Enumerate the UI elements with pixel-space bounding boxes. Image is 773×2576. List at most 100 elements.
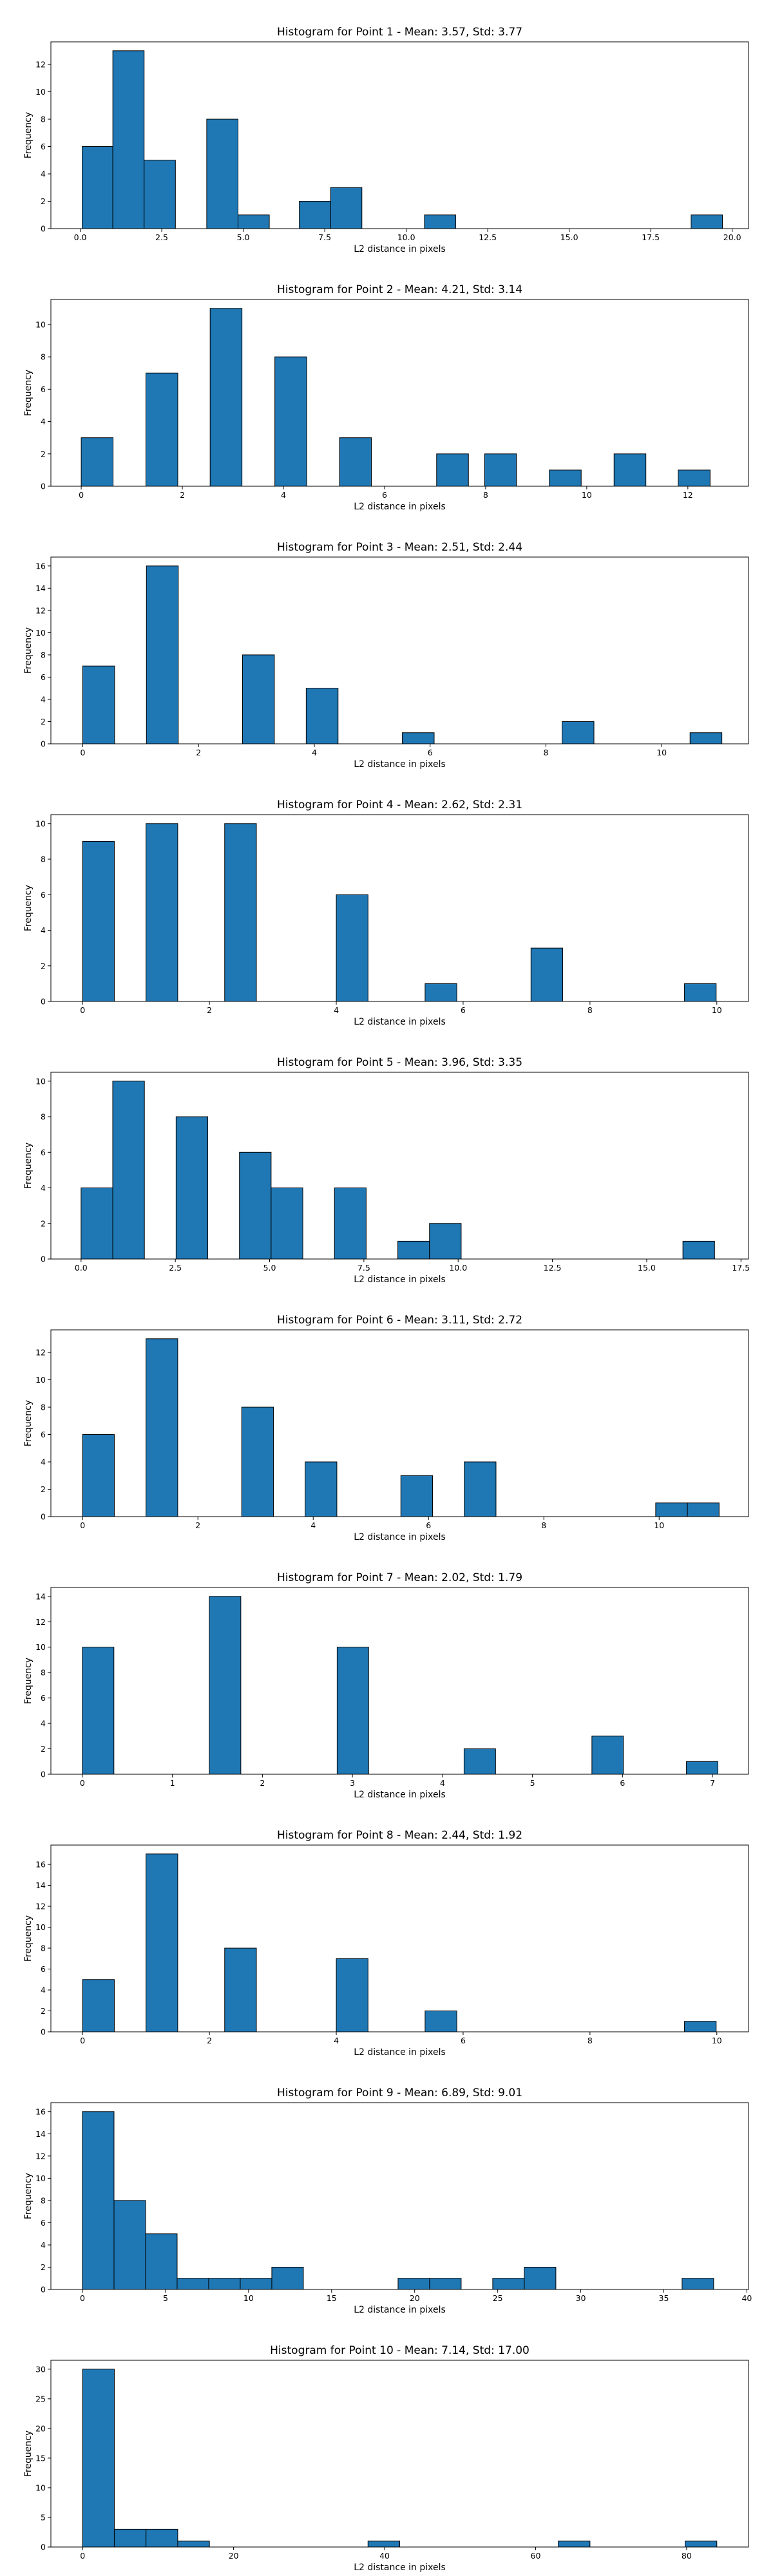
y-axis-label: Frequency — [23, 1658, 33, 1704]
y-tick-label: 12 — [35, 1348, 46, 1358]
y-tick-label: 0 — [41, 1770, 46, 1779]
histogram-bar — [530, 947, 564, 1002]
x-tick-label: 8 — [483, 490, 488, 500]
histogram-bar — [686, 1761, 718, 1775]
x-tick-label: 15 — [327, 2293, 337, 2303]
y-tick-label: 4 — [41, 2240, 46, 2249]
y-tick-label: 14 — [35, 583, 46, 593]
histogram-bar — [305, 1461, 338, 1517]
x-tick-label: 7 — [710, 1778, 715, 1788]
histogram-bar — [367, 2541, 400, 2548]
x-tick-label: 0 — [80, 748, 85, 757]
y-tick-label: 8 — [41, 1403, 46, 1412]
x-tick-label: 40 — [741, 2293, 752, 2303]
x-tick-label: 4 — [334, 2036, 339, 2045]
y-tick-label: 4 — [41, 1719, 46, 1728]
y-tick-label: 20 — [35, 2423, 46, 2433]
histogram-bar — [274, 356, 307, 487]
histogram-bar — [424, 214, 457, 229]
histogram-bar — [224, 823, 257, 1002]
x-tick-label: 2 — [196, 748, 201, 757]
x-axis-label: L2 distance in pixels — [354, 1532, 446, 1542]
y-tick-label: 10 — [35, 819, 46, 828]
histogram-svg: Histogram for Point 7 - Mean: 2.02, Std:… — [23, 1571, 749, 1800]
histogram-bar — [436, 453, 469, 487]
x-tick-label: 5 — [530, 1778, 535, 1788]
histogram-bar — [81, 1188, 113, 1260]
x-tick-label: 17.5 — [732, 1263, 750, 1273]
histogram-bar — [336, 1647, 369, 1775]
histogram-panel: Histogram for Point 7 - Mean: 2.02, Std:… — [0, 1546, 773, 1803]
y-tick-label: 14 — [35, 1880, 46, 1890]
histogram-bar — [82, 665, 115, 744]
chart-title: Histogram for Point 4 - Mean: 2.62, Std:… — [277, 799, 522, 811]
y-tick-label: 6 — [41, 890, 46, 900]
y-tick-label: 25 — [35, 2394, 46, 2403]
y-axis-label: Frequency — [23, 2173, 33, 2219]
histogram-bar — [81, 437, 114, 487]
chart-title: Histogram for Point 8 - Mean: 2.44, Std:… — [277, 1829, 522, 1842]
y-axis-label: Frequency — [23, 885, 33, 931]
histogram-bar — [299, 201, 331, 229]
histogram-bar — [82, 840, 115, 1002]
y-axis-label: Frequency — [23, 370, 33, 416]
histogram-bar — [336, 894, 368, 1002]
y-tick-label: 8 — [41, 1112, 46, 1122]
y-tick-label: 6 — [41, 384, 46, 394]
histogram-bar — [144, 160, 176, 229]
y-tick-label: 4 — [41, 169, 46, 179]
x-tick-label: 25 — [493, 2293, 503, 2303]
x-tick-label: 1 — [170, 1778, 175, 1788]
y-tick-label: 8 — [41, 650, 46, 659]
histogram-bar — [425, 983, 457, 1002]
x-tick-label: 10 — [656, 748, 667, 757]
y-tick-label: 10 — [35, 1922, 46, 1932]
histogram-svg: Histogram for Point 9 - Mean: 6.89, Std:… — [23, 2087, 752, 2315]
axes-frame — [50, 41, 749, 229]
histogram-bar — [397, 1240, 430, 1260]
x-tick-label: 5.0 — [237, 232, 250, 242]
y-tick-label: 12 — [35, 60, 46, 70]
histogram-bar — [689, 732, 723, 744]
x-tick-label: 2 — [195, 1520, 200, 1530]
x-tick-label: 0 — [80, 1778, 85, 1788]
histogram-bar — [684, 983, 717, 1002]
x-tick-label: 7.5 — [358, 1263, 370, 1273]
histogram-bar — [402, 732, 435, 744]
y-axis-label: Frequency — [23, 2430, 33, 2477]
y-tick-label: 16 — [35, 1860, 46, 1870]
x-tick-label: 10.0 — [397, 232, 415, 242]
axes-frame — [50, 299, 749, 487]
histogram-bar — [82, 1979, 115, 2032]
x-tick-label: 8 — [587, 1005, 593, 1015]
histogram-panel: Histogram for Point 10 - Mean: 7.14, Std… — [0, 2318, 773, 2576]
chart-title: Histogram for Point 2 - Mean: 4.21, Std:… — [277, 283, 522, 296]
y-tick-label: 8 — [41, 1668, 46, 1678]
chart-title: Histogram for Point 3 - Mean: 2.51, Std:… — [277, 541, 522, 554]
y-tick-label: 4 — [41, 1457, 46, 1467]
histogram-svg: Histogram for Point 10 - Mean: 7.14, Std… — [23, 2344, 749, 2573]
histogram-bar — [425, 2011, 457, 2032]
histogram-bar — [400, 1475, 434, 1517]
x-axis-label: L2 distance in pixels — [354, 2047, 446, 2058]
x-tick-label: 8 — [543, 748, 548, 757]
histogram-panel: Histogram for Point 8 - Mean: 2.44, Std:… — [0, 1803, 773, 2061]
histogram-bar — [146, 1853, 178, 2032]
y-tick-label: 4 — [41, 1183, 46, 1193]
y-tick-label: 14 — [35, 2129, 46, 2139]
axes-frame — [50, 1587, 749, 1775]
y-tick-label: 14 — [35, 1591, 46, 1601]
histogram-bar — [240, 2278, 272, 2290]
histogram-bar — [685, 2541, 718, 2548]
x-tick-label: 5.0 — [263, 1263, 276, 1273]
y-axis-label: Frequency — [23, 1142, 33, 1189]
x-tick-label: 0 — [80, 1005, 85, 1015]
x-tick-label: 2.5 — [169, 1263, 182, 1273]
y-tick-label: 6 — [41, 1430, 46, 1439]
y-tick-label: 6 — [41, 1148, 46, 1157]
x-tick-label: 60 — [531, 2551, 541, 2561]
histogram-svg: Histogram for Point 6 - Mean: 3.11, Std:… — [23, 1314, 749, 1542]
histogram-bar — [655, 1502, 688, 1517]
y-tick-label: 30 — [35, 2364, 46, 2374]
